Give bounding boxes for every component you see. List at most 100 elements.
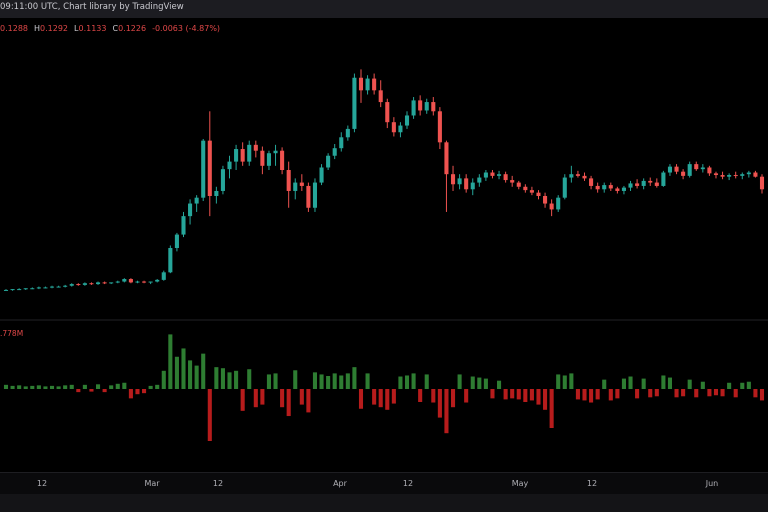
- candle: [497, 170, 502, 180]
- candle: [227, 155, 232, 179]
- candle-body: [30, 288, 35, 290]
- volume-bar: [247, 369, 252, 389]
- volume-bar: [30, 385, 35, 389]
- candle-body: [661, 172, 666, 186]
- candle-body: [510, 180, 515, 183]
- volume-bar: [654, 389, 659, 397]
- candle-body: [536, 192, 541, 196]
- candle-body: [720, 175, 725, 177]
- volume-bar: [497, 380, 502, 389]
- volume-bar: [174, 356, 179, 389]
- x-tick-label: 12: [587, 479, 597, 488]
- x-tick-label: Mar: [144, 479, 160, 488]
- candle: [740, 172, 745, 180]
- volume-bar: [339, 375, 344, 389]
- volume-bar: [575, 389, 580, 400]
- change-value: -0.0063 (-4.87%): [152, 24, 221, 33]
- volume-bar: [253, 389, 258, 408]
- volume-bar: [109, 385, 114, 389]
- candle: [174, 232, 179, 252]
- volume-bar: [385, 389, 390, 410]
- candle: [286, 161, 291, 208]
- candle-body: [115, 281, 120, 283]
- candle: [707, 165, 712, 176]
- candle: [503, 171, 508, 183]
- candle: [713, 171, 719, 179]
- volume-bar: [503, 389, 508, 400]
- candle-body: [490, 172, 495, 176]
- volume-bar: [266, 374, 271, 389]
- candle-body: [122, 279, 127, 282]
- high-value: 0.1292: [40, 24, 69, 33]
- volume-bar: [523, 389, 528, 402]
- volume-bar: [700, 381, 705, 389]
- candle-body: [332, 148, 337, 156]
- low-label: L: [74, 24, 79, 33]
- candle-body: [615, 188, 620, 191]
- volume-bar: [234, 370, 239, 389]
- volume-bar: [188, 360, 193, 389]
- candle: [207, 111, 212, 217]
- candle-body: [497, 174, 502, 176]
- candle-body: [746, 172, 751, 175]
- volume-bar: [240, 389, 245, 411]
- candle-body: [740, 174, 745, 176]
- candle: [759, 174, 765, 194]
- volume-bar: [306, 389, 311, 413]
- volume-bar: [470, 376, 475, 389]
- volume-bar: [148, 385, 153, 389]
- candle: [128, 278, 133, 284]
- candle: [234, 144, 239, 170]
- volume-bar: [753, 389, 758, 398]
- candle: [135, 280, 140, 284]
- candle: [490, 170, 495, 179]
- candle-body: [437, 111, 442, 143]
- candle-body: [352, 77, 357, 129]
- candle: [142, 280, 147, 284]
- candle: [582, 172, 587, 181]
- candle: [345, 125, 350, 141]
- volume-bar: [391, 389, 396, 404]
- volume-bar: [207, 389, 212, 441]
- volume-bar: [536, 389, 541, 405]
- volume-bar: [562, 375, 567, 389]
- candle: [753, 170, 758, 178]
- volume-bar: [352, 367, 357, 389]
- candle-body: [424, 102, 429, 111]
- candle-body: [299, 182, 304, 186]
- candle: [155, 279, 160, 283]
- volume-bar: [43, 386, 48, 389]
- candle-body: [589, 178, 594, 186]
- candle: [76, 283, 81, 286]
- candle: [437, 107, 442, 150]
- candle-body: [378, 90, 383, 103]
- candle-body: [23, 288, 28, 290]
- candle-body: [687, 164, 692, 176]
- candle-body: [240, 149, 245, 162]
- candle-body: [220, 169, 225, 191]
- volume-bar: [49, 385, 55, 389]
- candle: [17, 288, 22, 291]
- candle: [470, 178, 475, 196]
- volume-bar: [602, 379, 607, 389]
- volume-bar: [608, 389, 613, 401]
- candle-body: [63, 285, 68, 287]
- candle-body: [102, 282, 107, 284]
- close-label: C: [112, 24, 119, 33]
- volume-bar: [17, 385, 22, 389]
- volume-bar: [549, 389, 554, 428]
- volume-bar: [3, 384, 9, 389]
- volume-bar: [674, 389, 679, 398]
- candle: [253, 140, 258, 158]
- time-axis-bar: [0, 472, 768, 495]
- volume-bar: [713, 389, 719, 396]
- volume-bar: [687, 379, 692, 389]
- volume-bar: [667, 377, 673, 389]
- volume-bar: [293, 370, 298, 389]
- volume-bar: [273, 373, 278, 389]
- candle: [273, 144, 278, 166]
- candle: [49, 285, 55, 289]
- volume-bar: [36, 385, 41, 389]
- candle: [319, 164, 324, 186]
